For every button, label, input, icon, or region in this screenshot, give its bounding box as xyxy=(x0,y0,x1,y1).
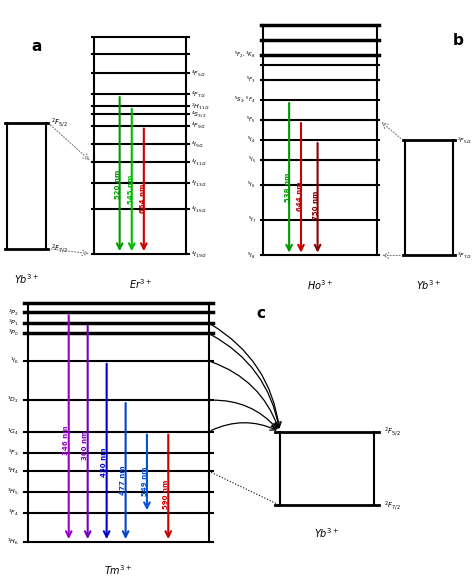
Text: $^{3}H_{4}$: $^{3}H_{4}$ xyxy=(7,466,19,476)
Text: $^{3}P_{1}$: $^{3}P_{1}$ xyxy=(8,318,19,328)
Text: 360 nm: 360 nm xyxy=(82,430,88,460)
Text: $^{2}F_{5/2}$: $^{2}F_{5/2}$ xyxy=(457,135,473,145)
Text: $Er^{3+}$: $Er^{3+}$ xyxy=(128,278,152,291)
Text: $^{5}I_{4}$: $^{5}I_{4}$ xyxy=(247,135,256,145)
Text: 538 nm: 538 nm xyxy=(285,173,291,202)
Text: $^{3}P_{2}$: $^{3}P_{2}$ xyxy=(8,308,19,317)
Text: a: a xyxy=(31,39,42,54)
Text: $^{3}F_{4}$: $^{3}F_{4}$ xyxy=(8,508,19,518)
Text: $^{1}I_{6}$: $^{1}I_{6}$ xyxy=(9,356,19,366)
Text: $^{4}I_{13/2}$: $^{4}I_{13/2}$ xyxy=(191,179,207,188)
Text: $^{5}F_{3}$: $^{5}F_{3}$ xyxy=(246,75,256,85)
Text: $^{1}D_{2}$: $^{1}D_{2}$ xyxy=(7,395,19,406)
Text: $Yb^{3+}$: $Yb^{3+}$ xyxy=(416,278,442,292)
Text: $Yb^{3+}$: $Yb^{3+}$ xyxy=(314,526,340,540)
Text: $^{4}F_{5/2}$: $^{4}F_{5/2}$ xyxy=(191,69,206,78)
Text: $^{4}I_{19/2}$: $^{4}I_{19/2}$ xyxy=(191,249,207,259)
Text: $^{5}F_{2},^{3}K_{8}$: $^{5}F_{2},^{3}K_{8}$ xyxy=(234,50,256,60)
Text: $^{2}F_{7/2}$: $^{2}F_{7/2}$ xyxy=(457,251,473,260)
Text: 520 nm: 520 nm xyxy=(116,169,121,199)
Text: $^{5}I_{7}$: $^{5}I_{7}$ xyxy=(247,215,256,225)
Text: 477 nm: 477 nm xyxy=(120,465,126,495)
Text: 346 nm: 346 nm xyxy=(64,426,69,455)
Text: c: c xyxy=(256,306,265,321)
Text: $^{4}F_{7/2}$: $^{4}F_{7/2}$ xyxy=(191,89,206,99)
Text: 545 nm: 545 nm xyxy=(128,175,134,204)
Text: $^{3}H_{5}$: $^{3}H_{5}$ xyxy=(7,487,19,497)
Text: $^{2}F_{7/2}$: $^{2}F_{7/2}$ xyxy=(384,499,401,511)
Text: 450 nm: 450 nm xyxy=(101,448,107,477)
Text: $^{3}F_{3}$: $^{3}F_{3}$ xyxy=(8,448,19,458)
Text: b: b xyxy=(453,33,464,48)
Text: $^{5}S_{2},^{5}F_{4}$: $^{5}S_{2},^{5}F_{4}$ xyxy=(234,95,256,105)
Text: $Ho^{3+}$: $Ho^{3+}$ xyxy=(307,278,333,292)
Text: $^{3}P_{0}$: $^{3}P_{0}$ xyxy=(8,328,19,339)
Text: $^{4}I_{11/2}$: $^{4}I_{11/2}$ xyxy=(191,158,207,167)
Text: $^{2}H_{11/2}$: $^{2}H_{11/2}$ xyxy=(191,101,210,111)
Text: $^{5}I_{5}$: $^{5}I_{5}$ xyxy=(247,155,256,165)
Text: $^{4}F_{9/2}$: $^{4}F_{9/2}$ xyxy=(191,121,206,130)
Text: $Tm^{3+}$: $Tm^{3+}$ xyxy=(104,563,133,576)
Text: $^{1}G_{4}$: $^{1}G_{4}$ xyxy=(7,427,19,437)
Text: $^{5}I_{8}$: $^{5}I_{8}$ xyxy=(247,251,256,260)
Text: 664 nm: 664 nm xyxy=(140,184,146,213)
Text: $^{2}F_{5/2}$: $^{2}F_{5/2}$ xyxy=(384,425,401,438)
Text: $Yb^{3+}$: $Yb^{3+}$ xyxy=(14,272,39,286)
Text: 549 nm: 549 nm xyxy=(142,466,147,496)
Text: $^{4}I_{9/2}$: $^{4}I_{9/2}$ xyxy=(191,139,204,149)
Text: 750 nm: 750 nm xyxy=(313,191,319,220)
Text: $^{5}I_{6}$: $^{5}I_{6}$ xyxy=(247,180,256,191)
Text: $^{2}F_{5/2}$: $^{2}F_{5/2}$ xyxy=(51,117,67,130)
Text: $^{4}I_{15/2}$: $^{4}I_{15/2}$ xyxy=(191,204,207,214)
Text: 590 nm: 590 nm xyxy=(163,479,169,509)
Text: $^{4}S_{3/2}$: $^{4}S_{3/2}$ xyxy=(191,109,206,119)
Text: $^{2}F_{7/2}$: $^{2}F_{7/2}$ xyxy=(51,242,67,255)
Text: $^{3}H_{6}$: $^{3}H_{6}$ xyxy=(7,537,19,547)
Text: $^{5}F_{5}$: $^{5}F_{5}$ xyxy=(246,115,256,126)
Text: 644 nm: 644 nm xyxy=(297,182,303,211)
